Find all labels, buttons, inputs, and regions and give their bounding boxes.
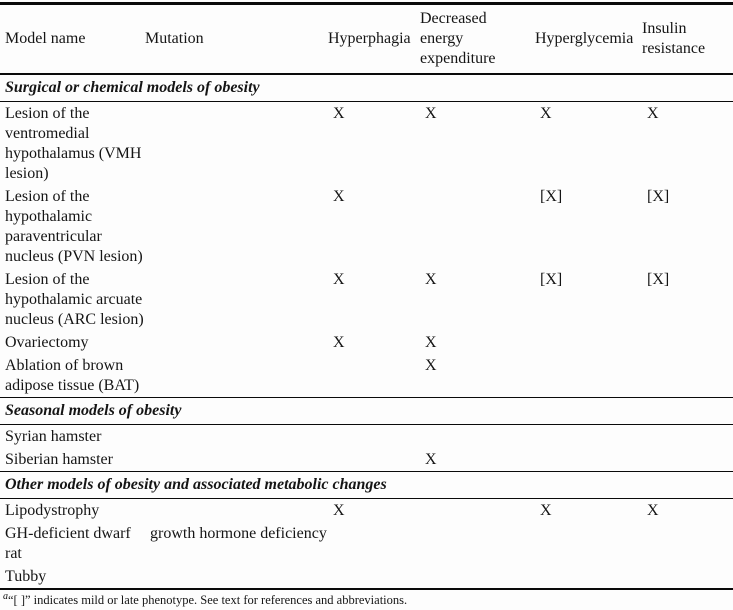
insulin-resistance-cell: [X] (647, 271, 670, 288)
model-name-cell: Tubby (5, 568, 47, 585)
section-title: Surgical or chemical models of obesity (0, 73, 733, 102)
section-title: Other models of obesity and associated m… (0, 471, 733, 499)
column-header-model-name: Model name (0, 3, 145, 75)
mutation-cell: growth hormone deficiency (150, 525, 327, 542)
hyperglycemia-cell: X (540, 502, 552, 519)
hyperphagia-cell (328, 354, 420, 398)
hyperglycemia-cell (535, 354, 642, 398)
decreased-energy-cell: X (425, 105, 437, 122)
table-row: GH-deficient dwarf rat growth hormone de… (0, 522, 733, 565)
hyperglycemia-cell (535, 448, 642, 472)
model-name-cell: Lipodystrophy (5, 502, 100, 519)
insulin-resistance-cell (642, 522, 733, 565)
column-header-decreased-energy: Decreased energy expenditure (420, 3, 535, 75)
mutation-cell (145, 448, 328, 472)
table-row: Lesion of the hypothalamic arcuate nucle… (0, 268, 733, 331)
hyperphagia-cell (328, 425, 420, 449)
insulin-resistance-cell (642, 354, 733, 398)
hyperphagia-cell (328, 522, 420, 565)
obesity-models-table: Model name Mutation Hyperphagia Decrease… (0, 2, 733, 590)
section-header-row: Seasonal models of obesity (0, 397, 733, 425)
decreased-energy-cell: X (425, 271, 437, 288)
mutation-cell (145, 565, 328, 589)
table-row: Lesion of the hypothalamic paraventricul… (0, 185, 733, 268)
insulin-resistance-cell (642, 425, 733, 449)
insulin-resistance-cell: [X] (647, 188, 670, 205)
mutation-cell (145, 268, 328, 331)
table-row: Ovariectomy X X (0, 331, 733, 354)
insulin-resistance-cell: X (647, 105, 659, 122)
model-name-cell: GH-deficient dwarf rat (5, 525, 131, 562)
footnote-marker: a (3, 590, 8, 602)
column-header-hyperphagia: Hyperphagia (328, 3, 420, 75)
decreased-energy-cell: X (425, 451, 437, 468)
column-header-mutation: Mutation (145, 3, 328, 75)
table-row: Syrian hamster (0, 425, 733, 449)
mutation-cell (145, 102, 328, 186)
hyperglycemia-cell: [X] (540, 271, 563, 288)
table-row: Ablation of brown adipose tissue (BAT) X (0, 354, 733, 398)
section-title: Seasonal models of obesity (0, 397, 733, 425)
table-row: Lesion of the ventromedial hypothalamus … (0, 102, 733, 186)
insulin-resistance-cell (642, 565, 733, 589)
hyperphagia-cell (328, 565, 420, 589)
model-name-cell: Siberian hamster (5, 451, 113, 468)
hyperglycemia-cell (535, 522, 642, 565)
table-row: Siberian hamster X (0, 448, 733, 472)
hyperphagia-cell: X (333, 188, 345, 205)
hyperglycemia-cell: X (540, 105, 552, 122)
hyperglycemia-cell: [X] (540, 188, 563, 205)
mutation-cell (145, 354, 328, 398)
hyperphagia-cell (328, 448, 420, 472)
table-footnote: a“[ ]” indicates mild or late phenotype.… (0, 590, 733, 608)
hyperglycemia-cell (535, 425, 642, 449)
hyperglycemia-cell (535, 565, 642, 589)
table-row: Tubby (0, 565, 733, 589)
mutation-cell (145, 425, 328, 449)
column-header-hyperglycemia: Hyperglycemia (535, 3, 642, 75)
decreased-energy-cell (420, 185, 535, 268)
decreased-energy-cell (420, 522, 535, 565)
insulin-resistance-cell (642, 331, 733, 354)
model-name-cell: Lesion of the hypothalamic arcuate nucle… (5, 271, 144, 328)
model-name-cell: Syrian hamster (5, 428, 102, 445)
hyperphagia-cell: X (333, 105, 345, 122)
hyperphagia-cell: X (333, 271, 345, 288)
footnote-text: “[ ]” indicates mild or late phenotype. … (8, 593, 408, 607)
hyperphagia-cell: X (333, 502, 345, 519)
model-name-cell: Lesion of the hypothalamic paraventricul… (5, 188, 143, 265)
model-name-cell: Lesion of the ventromedial hypothalamus … (5, 105, 142, 182)
decreased-energy-cell: X (425, 357, 437, 374)
insulin-resistance-cell: X (647, 502, 659, 519)
hyperphagia-cell: X (333, 334, 345, 351)
section-header-row: Surgical or chemical models of obesity (0, 73, 733, 102)
mutation-cell (145, 499, 328, 523)
hyperglycemia-cell (535, 331, 642, 354)
decreased-energy-cell (420, 499, 535, 523)
decreased-energy-cell (420, 425, 535, 449)
decreased-energy-cell: X (425, 334, 437, 351)
model-name-cell: Ovariectomy (5, 334, 89, 351)
model-name-cell: Ablation of brown adipose tissue (BAT) (5, 357, 140, 394)
section-header-row: Other models of obesity and associated m… (0, 471, 733, 499)
column-header-insulin-resistance: Insulin resistance (642, 3, 733, 75)
mutation-cell (145, 185, 328, 268)
table-row: Lipodystrophy X X X (0, 499, 733, 523)
header-row: Model name Mutation Hyperphagia Decrease… (0, 3, 733, 75)
mutation-cell (145, 331, 328, 354)
insulin-resistance-cell (642, 448, 733, 472)
decreased-energy-cell (420, 565, 535, 589)
